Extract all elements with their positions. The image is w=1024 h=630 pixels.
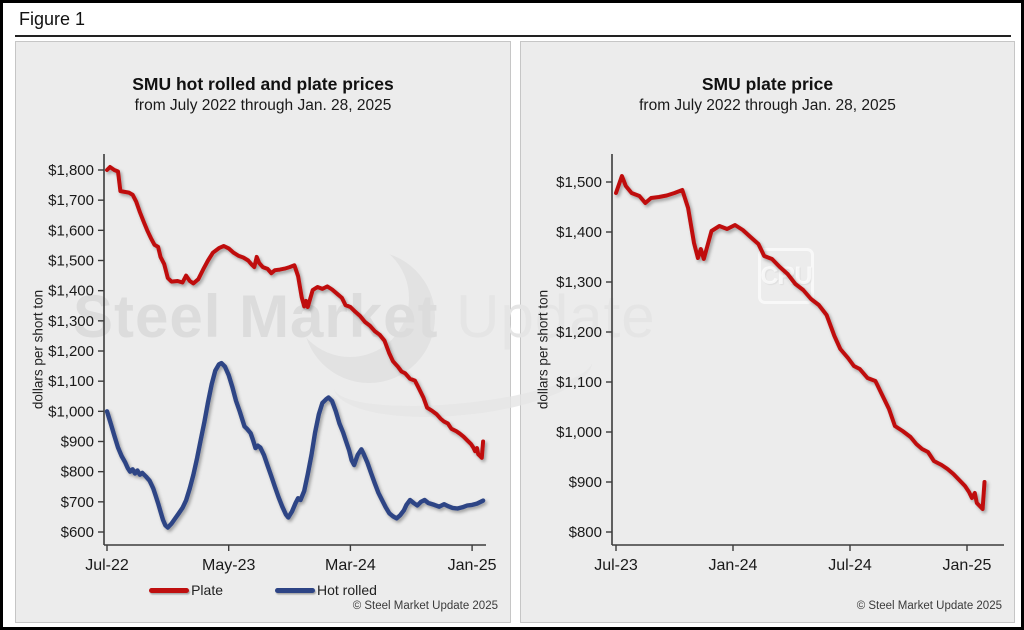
y-tick-label: $1,100 <box>48 373 94 390</box>
chart1-yaxis-title: dollars per short ton <box>30 289 46 410</box>
chart1-legend: Plate Hot rolled <box>16 582 510 598</box>
chart2-subtitle: from July 2022 through Jan. 28, 2025 <box>639 97 896 114</box>
y-tick-label: $800 <box>569 524 602 541</box>
y-tick-label: $600 <box>61 524 94 541</box>
legend-label-hot-rolled: Hot rolled <box>317 582 377 598</box>
x-tick-label: Jul-22 <box>85 557 129 574</box>
legend-item-hot-rolled: Hot rolled <box>275 582 377 598</box>
y-tick-label: $1,800 <box>48 162 94 179</box>
chart2-yaxis-title: dollars per short ton <box>535 289 551 410</box>
y-tick-label: $1,600 <box>48 222 94 239</box>
y-tick-label: $1,200 <box>556 324 602 341</box>
y-tick-label: $1,300 <box>556 274 602 291</box>
hot-rolled-line-swatch-icon <box>275 587 315 593</box>
y-tick-label: $800 <box>61 464 94 481</box>
chart1-copyright: © Steel Market Update 2025 <box>352 600 498 612</box>
y-tick-label: $700 <box>61 494 94 511</box>
x-tick-label: Jan-25 <box>943 557 992 574</box>
y-tick-label: $900 <box>569 474 602 491</box>
chart2-plot-area: $800 $900 $1,000 $1,100 $1,200 $1,300 $1,400 $1… <box>556 154 1004 574</box>
y-tick-label: $1,000 <box>556 424 602 441</box>
y-tick-label: $1,500 <box>556 174 602 191</box>
series-line-plate <box>614 174 987 511</box>
x-tick-label: Jul-24 <box>828 557 872 574</box>
y-tick-label: $1,700 <box>48 192 94 209</box>
figure-label-rule <box>15 35 1011 37</box>
chart2-title: SMU plate price <box>701 74 834 94</box>
y-tick-label: $1,300 <box>48 313 94 330</box>
x-tick-label: Jul-23 <box>594 557 638 574</box>
chart2-copyright: © Steel Market Update 2025 <box>856 600 1002 612</box>
axes: $800 $900 $1,000 $1,100 $1,200 $1,300 $1,400 $1… <box>556 154 1004 574</box>
series-line-plate <box>105 165 486 460</box>
chart1-title: SMU hot rolled and plate prices <box>132 74 394 94</box>
y-tick-label: $1,500 <box>48 253 94 270</box>
series-line-hot-rolled <box>104 360 486 530</box>
plate-line-swatch-icon <box>149 587 190 593</box>
x-tick-label: Jan-24 <box>709 557 758 574</box>
x-tick-label: Mar-24 <box>325 557 376 574</box>
panel-hot-rolled-and-plate: SMU hot rolled and plate prices from Jul… <box>15 41 511 623</box>
y-tick-label: $1,400 <box>48 283 94 300</box>
x-tick-label: Jan-25 <box>448 557 497 574</box>
y-tick-label: $1,200 <box>48 343 94 360</box>
chart1-plot-area: $600 $700 $800 $900 $1,000 $1,100 $1,200 $1,300… <box>48 154 497 574</box>
y-tick-label: $1,100 <box>556 374 602 391</box>
x-tick-label: May-23 <box>202 557 255 574</box>
y-tick-label: $1,400 <box>556 224 602 241</box>
y-tick-label: $1,000 <box>48 403 94 420</box>
panel-plate-price: SMU plate price from July 2022 through J… <box>520 41 1015 623</box>
y-tick-label: $900 <box>61 434 94 451</box>
axes: $600 $700 $800 $900 $1,000 $1,100 $1,200 $1,300… <box>48 154 497 574</box>
legend-item-plate: Plate <box>149 582 223 598</box>
chart1-subtitle: from July 2022 through Jan. 28, 2025 <box>134 97 392 114</box>
figure-label: Figure 1 <box>19 9 86 29</box>
legend-label-plate: Plate <box>191 582 223 598</box>
